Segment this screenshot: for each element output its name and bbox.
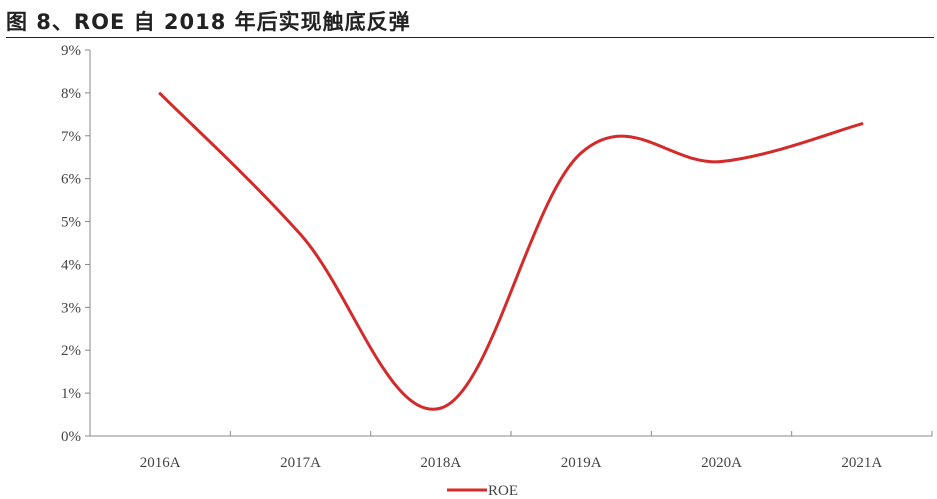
y-tick-label: 9% <box>61 43 81 59</box>
x-tick-label: 2018A <box>420 455 461 471</box>
legend: ROE <box>447 483 518 499</box>
legend-label: ROE <box>488 483 518 499</box>
series-line-roe <box>158 92 864 411</box>
data-point-2020a <box>720 160 723 164</box>
y-tick-label: 0% <box>61 429 81 445</box>
y-axis-ticks: 0% 1% 2% 3% 4% 5% 6% 7% 8% 9% <box>61 43 90 445</box>
x-tick-label: 2020A <box>701 455 742 471</box>
y-tick-label: 2% <box>61 343 81 359</box>
data-point-2016a <box>158 92 162 96</box>
x-tick-label: 2021A <box>841 455 882 471</box>
x-tick-label: 2019A <box>561 455 602 471</box>
y-tick-label: 6% <box>61 172 81 188</box>
data-point-2019a <box>579 151 583 155</box>
y-tick-label: 5% <box>61 215 81 231</box>
x-axis-ticks: 2016A 2017A 2018A 2019A 2020A 2021A <box>89 431 933 471</box>
y-tick-label: 7% <box>61 129 81 145</box>
data-point-2018a <box>439 406 443 410</box>
x-tick-label: 2016A <box>140 455 181 471</box>
y-tick-label: 1% <box>61 386 81 402</box>
y-tick-label: 4% <box>61 257 81 273</box>
data-point-2021a <box>860 122 864 126</box>
y-tick-label: 8% <box>61 86 81 102</box>
x-tick-label: 2017A <box>280 455 321 471</box>
title-divider <box>6 37 934 38</box>
figure-title: 图 8、ROE 自 2018 年后实现触底反弹 <box>6 10 411 34</box>
y-tick-label: 3% <box>61 300 81 316</box>
data-point-2017a <box>299 232 302 236</box>
series-layer <box>158 92 864 411</box>
